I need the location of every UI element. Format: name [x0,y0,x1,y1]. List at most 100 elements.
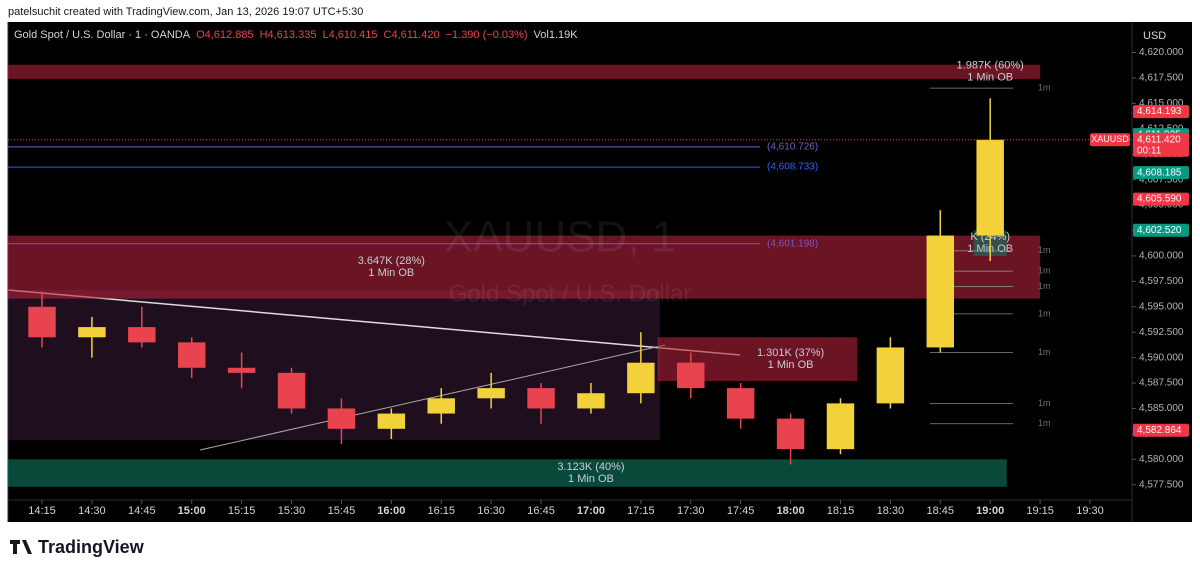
y-tick-label: 4,590.000 [1139,352,1184,363]
price-badge [1133,105,1189,119]
price-badge-label: 4,608.185 [1137,167,1182,178]
zone-volume: 1.987K (60%) [957,60,1024,72]
x-tick-label: 17:15 [627,505,655,517]
x-tick-label: 14:30 [78,505,106,517]
candle-body [776,418,805,450]
y-tick-label: 4,595.000 [1139,301,1184,312]
x-tick-label: 14:45 [128,505,156,517]
price-badge [1133,192,1189,206]
price-axis [1132,22,1192,522]
price-badge [1133,166,1189,180]
price-badge [1133,132,1189,157]
candle-body [527,388,555,409]
brand: TradingView [38,537,145,557]
y-tick-label: 4,577.500 [1139,479,1184,490]
legend-title: Gold Spot / U.S. Dollar · 1 · OANDA [14,29,191,41]
plot: 1.987K (60%)1 Min OB3.647K (28%)1 Min OB… [8,60,1132,487]
y-tick-label: 4,587.500 [1139,378,1184,389]
symbol-tag-box [1090,133,1130,147]
y-tick-label: 4,620.000 [1139,47,1184,58]
legend-value: −1.390 (−0.03%) [446,29,528,41]
zone-name: 1 Min OB [368,267,414,279]
price-badge-label: 4,602.520 [1137,225,1182,236]
candle-body [726,388,755,419]
price-badge-label: 4,611.420 [1137,134,1181,145]
y-tick-label: 4,580.000 [1139,454,1184,465]
currency: USD [1143,30,1166,42]
legend-value: C4,611.420 [384,29,440,41]
candle-body [826,403,855,450]
level-tag: 1m [1038,82,1051,92]
y-tick-label: 4,617.500 [1139,73,1184,84]
countdown: 00:11 [1137,145,1162,156]
level-label: (4,608.733) [767,162,818,173]
x-tick-label: 18:45 [927,505,955,517]
x-tick-label: 16:15 [427,505,455,517]
axes: 4,577.5004,580.0004,582.5004,585.0004,58… [28,47,1189,517]
x-tick-label: 16:45 [527,505,555,517]
candle-body [277,372,306,409]
level-label: (4,610.726) [767,141,818,152]
zone-name: 1 Min OB [967,72,1013,84]
trendline [199,344,666,451]
y-tick-label: 4,607.500 [1139,174,1184,185]
logo: TradingView [10,537,145,557]
trendline [7,289,741,356]
caption: patelsuchit created with TradingView.com… [8,6,363,18]
y-tick-label: 4,600.000 [1139,251,1184,262]
zone-name: 1 Min OB [568,473,614,485]
y-tick-label: 4,597.500 [1139,276,1184,287]
x-tick-label: 15:15 [228,505,256,517]
candle-body [477,388,505,399]
watermark: Gold Spot / U.S. Dollar [449,280,692,307]
candle-body [577,393,605,409]
order-block [8,64,1041,79]
candle-body [327,408,356,429]
legend-value: O4,612.885 [196,29,254,41]
candle-body [78,327,106,338]
candle-body [926,235,955,348]
level-tag: 1m [1038,308,1051,318]
x-tick-label: 15:00 [178,505,206,517]
candle-body [677,362,705,389]
zone-name: 1 Min OB [768,359,814,371]
x-tick-label: 14:15 [28,505,56,517]
x-tick-label: 19:15 [1026,505,1054,517]
y-tick-label: 4,615.000 [1139,98,1184,109]
candle-body [28,306,56,338]
y-tick-label: 4,585.000 [1139,403,1184,414]
level-tag: 1m [1038,398,1051,408]
candle-body [627,362,655,394]
x-tick-label: 18:30 [877,505,905,517]
candle-body [177,342,206,368]
candle-body [427,398,455,414]
candle-body [227,367,256,373]
zone-volume: 3.123K (40%) [557,461,624,473]
level-tag: 1m [1038,266,1051,276]
price-badge-label: 4,605.590 [1137,194,1182,205]
legend-value: L4,610.415 [322,29,377,41]
candle-body [976,139,1004,236]
price-badge [1133,423,1189,437]
legend-volume: Vol1.19K [534,29,579,41]
zone-volume: 3.647K (28%) [358,255,425,267]
x-tick-label: 17:00 [577,505,605,517]
x-tick-label: 18:00 [777,505,805,517]
x-tick-label: 17:45 [727,505,755,517]
x-tick-label: 16:30 [477,505,505,517]
x-tick-label: 16:00 [377,505,405,517]
order-block [8,459,1007,487]
level-tag: 1m [1038,418,1051,428]
x-tick-label: 15:30 [278,505,306,517]
zone-volume: 1.301K (37%) [757,347,824,359]
candle-body [377,413,406,429]
price-badge [1133,223,1189,237]
y-tick-label: 4,592.500 [1139,327,1184,338]
logo-icon [10,540,32,554]
symbol-tag: XAUUSD [1091,134,1129,144]
level-tag: 1m [1038,281,1051,291]
x-tick-label: 15:45 [328,505,356,517]
order-block [8,235,1041,299]
